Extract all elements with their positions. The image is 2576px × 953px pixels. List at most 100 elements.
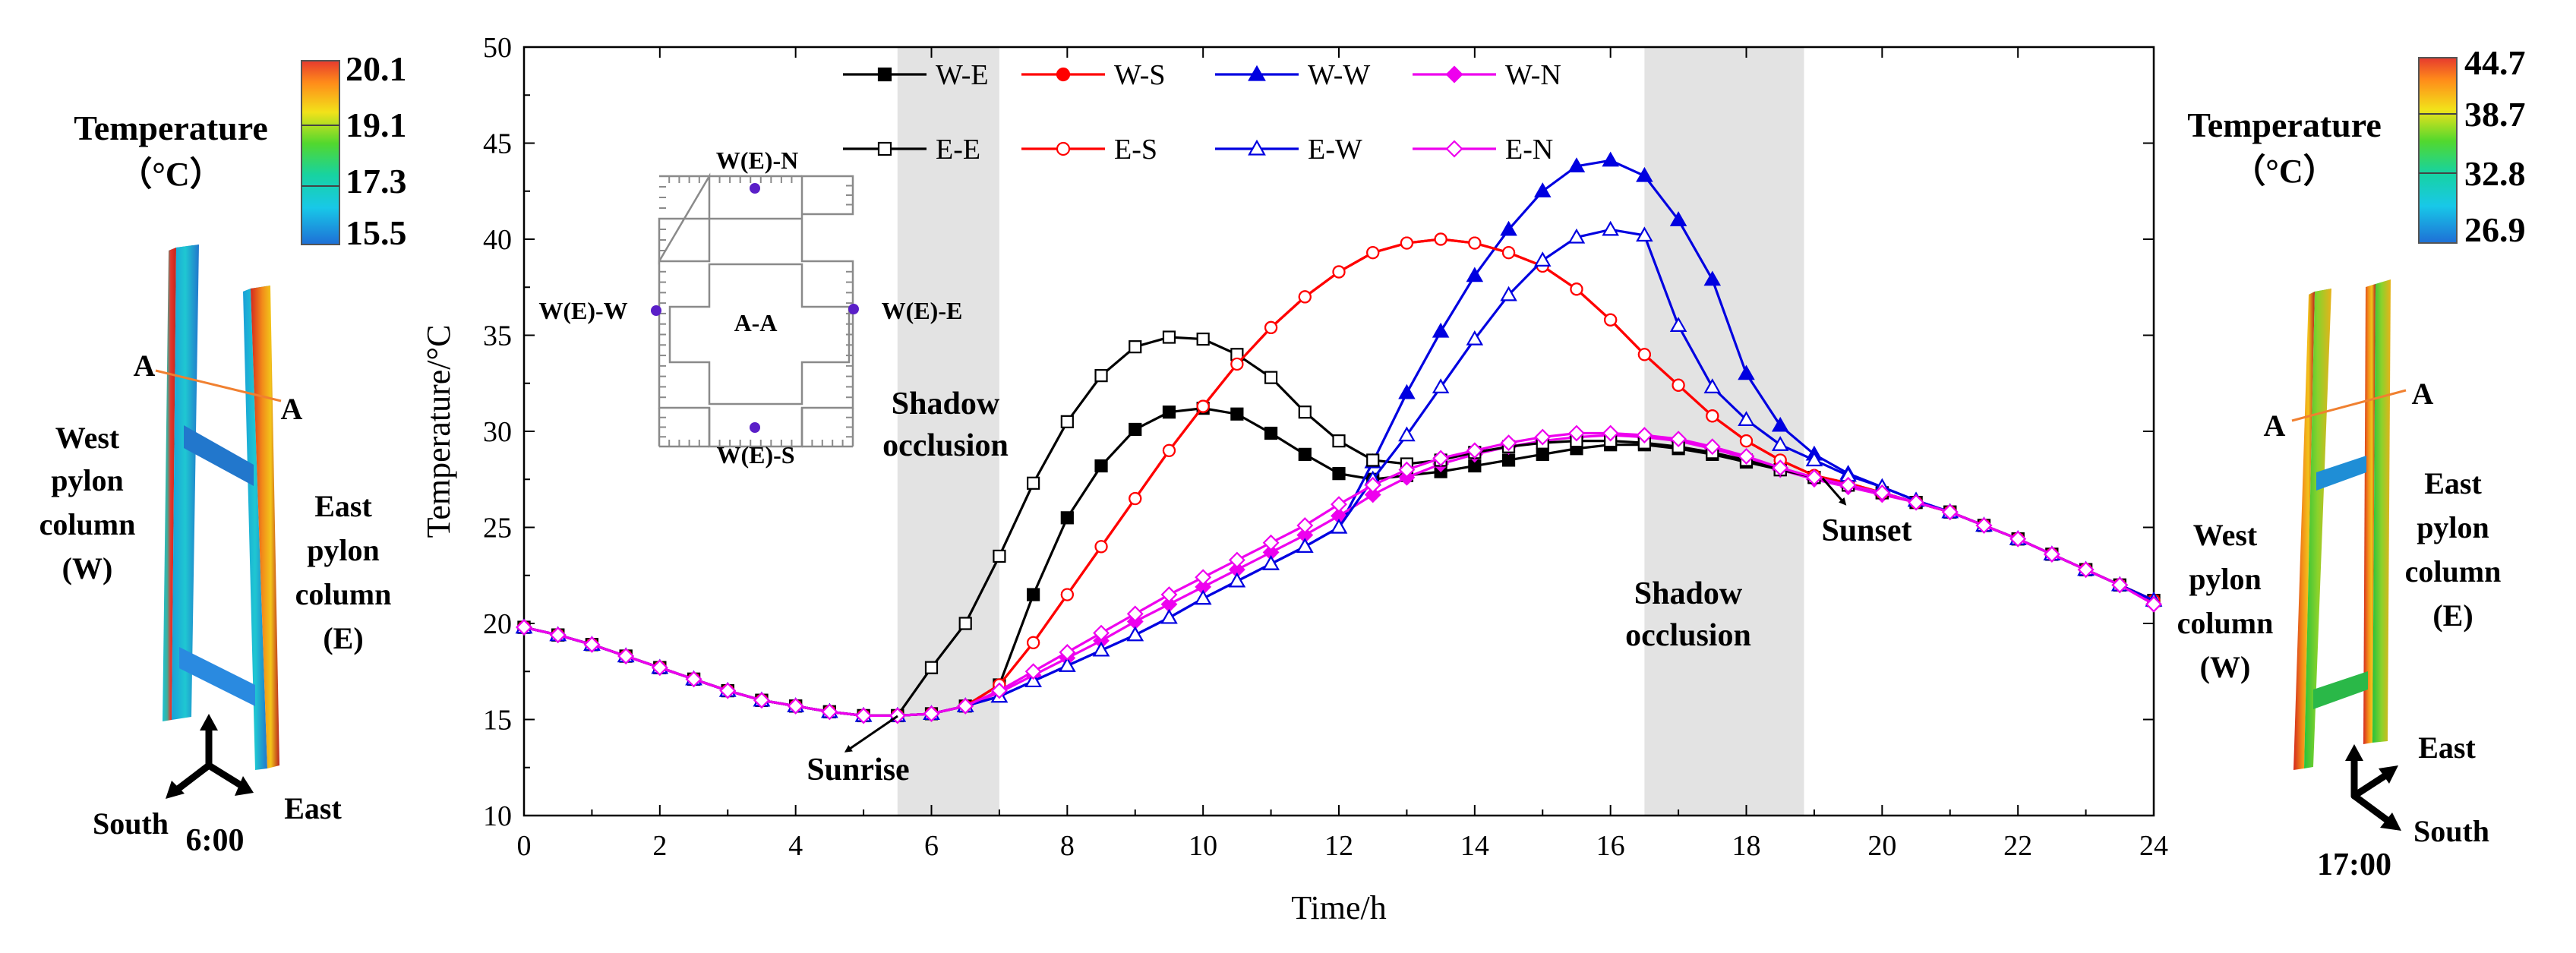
point-E-N	[957, 697, 974, 715]
point-E-N	[1364, 476, 1381, 494]
right-section-a1: A	[2264, 409, 2286, 443]
point-E-S	[1637, 348, 1651, 361]
left-col-e-3: column	[295, 577, 392, 611]
point-E-S	[1604, 313, 1618, 327]
point-W-W	[1533, 182, 1552, 197]
x-tick-label: 4	[788, 830, 803, 862]
y-tick-label: 30	[483, 416, 512, 448]
point-E-W	[1330, 518, 1348, 534]
y-tick-label: 50	[483, 32, 512, 64]
right-axis-south-arrowhead	[2380, 813, 2401, 831]
legend-item-W-N: W-N	[1413, 59, 1561, 91]
point-E-S	[1162, 443, 1176, 457]
legend-item-W-S: W-S	[1021, 59, 1166, 91]
point-E-S	[1468, 236, 1482, 250]
right-col-w-4: (W)	[2200, 650, 2251, 684]
inset-label-south: W(E)-S	[716, 441, 794, 469]
point-E-N	[2043, 545, 2060, 563]
point-W-E	[1230, 407, 1244, 421]
point-E-N	[2009, 530, 2027, 548]
point-W-E	[1298, 447, 1312, 461]
left-time: 6:00	[186, 823, 245, 858]
right-legend-title: Temperature	[2187, 106, 2382, 144]
left-col-e-4: (E)	[323, 621, 363, 655]
point-E-W	[1160, 608, 1178, 624]
left-axis-up-arrowhead	[200, 714, 218, 731]
y-tick-label: 35	[483, 320, 512, 352]
point-E-N	[1160, 586, 1178, 603]
point-E-N	[1568, 424, 1585, 442]
point-W-W	[1771, 416, 1789, 432]
point-E-E	[993, 549, 1006, 563]
inset-point-west	[651, 305, 661, 316]
y-axis-label: Temperature/°C	[420, 325, 457, 538]
point-W-N	[1364, 486, 1381, 503]
point-E-S	[1129, 491, 1142, 506]
x-tick-label: 14	[1460, 830, 1489, 862]
point-E-N	[1093, 624, 1110, 642]
point-E-S	[1094, 540, 1108, 554]
legend-marker-E-E	[877, 141, 892, 156]
right-col-e-3: column	[2405, 554, 2502, 589]
legend-label-W-E: W-E	[936, 59, 989, 91]
point-E-N	[2111, 576, 2129, 594]
point-E-N	[1636, 427, 1653, 443]
left-colorbar-ticks	[301, 125, 339, 187]
inset-label-north: W(E)-N	[716, 147, 798, 174]
right-col-e-1: East	[2424, 466, 2482, 500]
point-E-N	[1703, 438, 1721, 456]
legend-label-E-W: E-W	[1308, 134, 1362, 166]
left-axis-south: South	[93, 806, 169, 841]
right-col-e-2: pylon	[2417, 510, 2489, 544]
point-E-N	[1228, 551, 1245, 569]
inset-point-east	[848, 304, 859, 314]
legend-item-E-W: E-W	[1215, 134, 1362, 166]
inset-label-east: W(E)-E	[882, 297, 963, 324]
x-tick-label: 6	[924, 830, 939, 862]
point-E-W	[1228, 572, 1246, 588]
point-E-W	[1092, 641, 1110, 657]
point-E-W	[1567, 228, 1586, 244]
point-E-E	[1366, 453, 1380, 467]
point-E-N	[990, 682, 1008, 699]
point-E-N	[1500, 434, 1517, 452]
x-tick-label: 22	[2003, 830, 2032, 862]
point-E-N	[855, 707, 873, 724]
right-time: 17:00	[2317, 847, 2391, 882]
sunset-arrow	[1821, 478, 1847, 506]
point-E-N	[821, 703, 838, 721]
left-col-e-2: pylon	[307, 533, 380, 567]
left-colorbar	[301, 60, 340, 245]
point-W-W	[1602, 151, 1619, 167]
x-tick-label: 20	[1867, 830, 1896, 862]
chart: 0 2 4 6 8 10 12 14 16 18 20 22 24101520253035404550 …	[420, 32, 2168, 926]
point-E-N	[1975, 517, 1993, 534]
sunset-label: Sunset	[1821, 513, 1911, 548]
point-E-S	[1060, 588, 1074, 601]
point-W-E	[1129, 422, 1142, 437]
right-orientation-axes	[2350, 754, 2393, 825]
right-scale-2: 38.7	[2464, 95, 2526, 134]
shadow-label-left-1: Shadow	[892, 387, 1000, 421]
y-tick-label: 20	[483, 608, 512, 640]
point-E-W	[1500, 286, 1517, 301]
point-E-N	[1602, 424, 1619, 442]
point-E-N	[1195, 569, 1212, 586]
point-E-N	[1398, 461, 1416, 478]
left-section-a1: A	[134, 349, 156, 383]
x-tick-label: 16	[1596, 830, 1625, 862]
point-E-W	[1805, 451, 1823, 467]
point-W-W	[1636, 166, 1653, 182]
point-W-W	[1567, 157, 1586, 172]
point-W-E	[1060, 511, 1074, 525]
point-E-N	[2077, 561, 2095, 579]
point-E-N	[753, 692, 770, 709]
point-E-N	[651, 659, 668, 677]
right-section-a2: A	[2412, 377, 2434, 411]
left-axis-east-arrowhead	[235, 776, 254, 796]
legend-label-W-N: W-N	[1505, 59, 1561, 91]
point-E-N	[787, 697, 804, 715]
shadow-label-right-2: occlusion	[1625, 618, 1751, 653]
point-W-E	[1162, 405, 1176, 419]
point-E-S	[1570, 282, 1583, 296]
